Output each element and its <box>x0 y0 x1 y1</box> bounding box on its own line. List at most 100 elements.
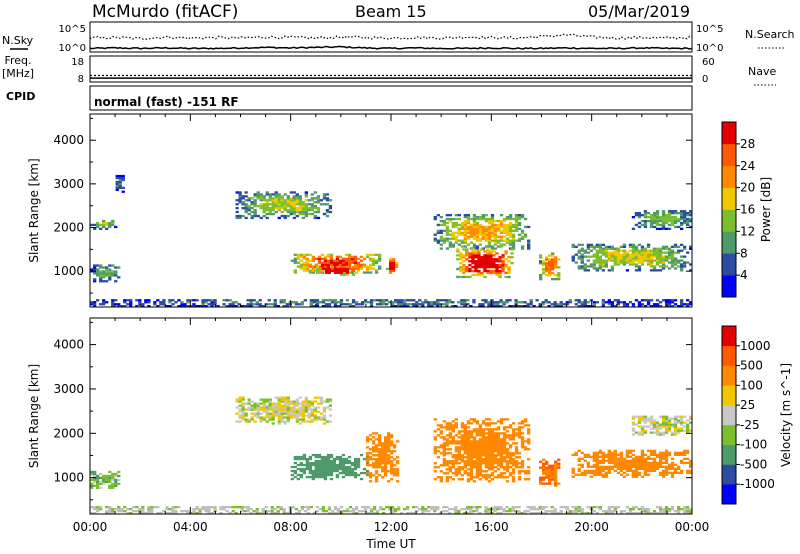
rti-cell <box>253 420 257 423</box>
rti-cell <box>235 412 239 415</box>
rti-cell <box>389 269 393 272</box>
rti-cell <box>350 461 355 465</box>
rti-cell <box>601 469 605 472</box>
rti-cell <box>329 455 334 459</box>
rti-cell <box>96 510 100 513</box>
rti-cell <box>365 461 370 465</box>
rti-cell <box>643 210 648 213</box>
rti-cell <box>640 247 645 250</box>
rti-cell <box>592 267 596 270</box>
rti-cell <box>637 255 642 258</box>
rti-cell <box>393 450 397 453</box>
rti-cell <box>114 270 118 273</box>
rti-cell <box>667 305 672 308</box>
rti-cell <box>316 195 321 198</box>
rti-cell <box>451 428 455 431</box>
rti-cell <box>238 197 242 200</box>
rti-cell <box>535 299 539 302</box>
rti-cell <box>658 217 663 221</box>
rti-cell <box>466 512 470 515</box>
rti-cell <box>511 464 516 467</box>
rti-cell <box>448 426 452 429</box>
rti-cell <box>465 258 469 261</box>
rti-cell <box>643 457 648 460</box>
rti-cell <box>371 474 376 477</box>
rti-cell <box>475 217 480 221</box>
rti-cell <box>673 463 678 466</box>
rti-cell <box>283 398 287 401</box>
rti-cell <box>463 245 467 248</box>
rti-cell <box>478 444 483 447</box>
rti-cell <box>483 269 487 273</box>
rti-cell <box>350 261 355 264</box>
rti-cell <box>574 508 578 511</box>
rti-cell <box>238 214 242 218</box>
rti-cell <box>102 270 106 273</box>
rti-cell <box>643 249 648 252</box>
colorbar-tick-label: 100 <box>740 378 763 392</box>
rti-cell <box>604 473 608 476</box>
rti-cell <box>595 257 599 260</box>
rti-cell <box>496 245 501 248</box>
rti-cell <box>235 203 239 206</box>
rti-cell <box>235 207 239 210</box>
rti-cell <box>545 468 549 471</box>
rti-cell <box>445 305 449 308</box>
rti-cell <box>93 272 97 275</box>
rti-cell <box>424 301 428 304</box>
rti-cell <box>490 239 495 242</box>
rti-cell <box>667 251 672 254</box>
rti-cell <box>661 423 666 426</box>
rti-cell <box>448 245 452 248</box>
rti-cell <box>601 249 605 252</box>
rti-cell <box>664 457 669 460</box>
rti-cell <box>652 216 657 219</box>
rti-cell <box>243 305 247 308</box>
rti-cell <box>481 420 486 423</box>
rti-cell <box>457 478 461 481</box>
rti-cell <box>250 210 254 214</box>
y-tick-label: 1000 <box>53 264 84 278</box>
rti-cell <box>604 245 608 248</box>
rti-cell <box>680 303 684 306</box>
rti-cell <box>102 299 106 302</box>
rti-cell <box>475 225 480 229</box>
rti-cell <box>625 465 630 468</box>
rti-cell <box>495 267 499 271</box>
rti-cell <box>115 180 119 184</box>
rti-cell <box>649 255 654 258</box>
rti-cell <box>487 436 492 439</box>
rti-cell <box>469 446 474 449</box>
rti-cell <box>511 305 515 308</box>
rti-cell <box>604 301 608 304</box>
rti-cell <box>646 216 651 219</box>
rti-cell <box>484 219 489 223</box>
rti-cell <box>186 512 190 515</box>
rti-cell <box>595 243 599 246</box>
rti-cell <box>517 436 522 439</box>
rti-cell <box>601 251 605 254</box>
rti-cell <box>468 264 472 267</box>
rti-cell <box>504 250 508 253</box>
rti-cell <box>601 265 605 268</box>
rti-cell <box>418 508 422 511</box>
rti-cell <box>586 243 590 246</box>
rti-cell <box>445 217 449 221</box>
rti-cell <box>427 510 431 513</box>
rti-cell <box>646 261 651 264</box>
rti-cell <box>658 301 663 304</box>
rti-cell <box>210 299 214 302</box>
rti-cell <box>90 486 94 489</box>
rti-cell <box>336 305 341 308</box>
rti-cell <box>649 253 654 256</box>
rti-cell <box>545 264 549 267</box>
rti-cell <box>308 467 312 471</box>
rti-cell <box>490 216 495 219</box>
rti-cell <box>646 249 651 252</box>
rti-cell <box>661 267 666 270</box>
rti-cell <box>586 453 590 456</box>
rti-cell <box>658 247 663 250</box>
rti-cell <box>442 444 446 447</box>
rti-cell <box>481 442 486 445</box>
rti-cell <box>481 474 486 477</box>
